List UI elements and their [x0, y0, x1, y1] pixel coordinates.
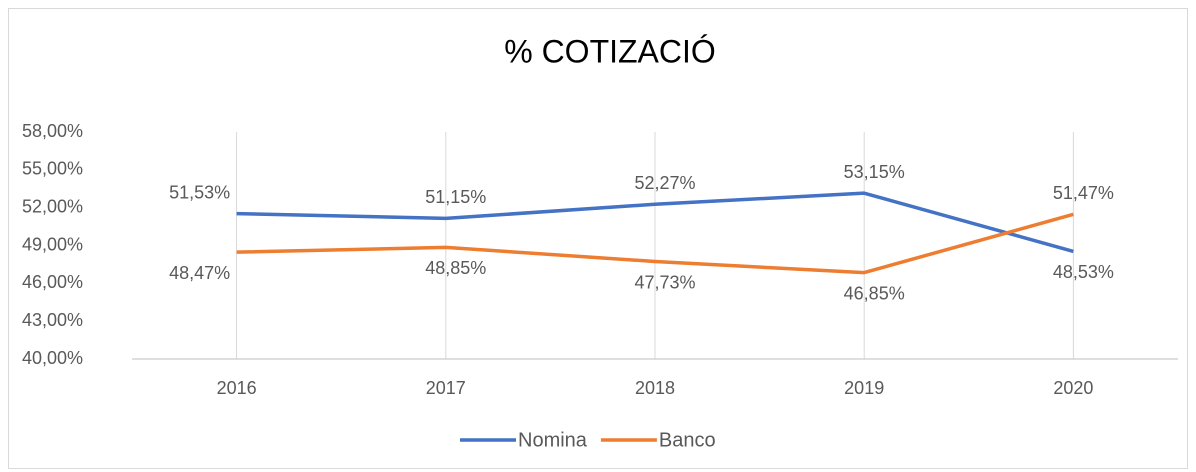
data-label: 52,27% [634, 173, 695, 193]
data-label: 48,85% [425, 258, 486, 278]
line-series [236, 212, 1074, 275]
data-label: 47,73% [634, 272, 695, 292]
data-label: 51,15% [425, 187, 486, 207]
line-series [236, 191, 1074, 254]
y-tick-label: 58,00% [22, 121, 83, 141]
chart-border [8, 8, 1188, 469]
y-tick-label: 40,00% [22, 348, 83, 368]
x-tick-label: 2018 [635, 378, 675, 398]
data-label: 48,53% [1053, 262, 1114, 282]
y-tick-label: 55,00% [22, 159, 83, 179]
x-tick-label: 2020 [1053, 378, 1093, 398]
legend-label: Nomina [518, 429, 588, 451]
data-label: 51,47% [1053, 183, 1114, 203]
data-label: 53,15% [844, 162, 905, 182]
y-tick-label: 46,00% [22, 272, 83, 292]
data-label: 46,85% [844, 283, 905, 303]
legend-label: Banco [659, 429, 716, 451]
x-tick-label: 2017 [426, 378, 466, 398]
x-tick-label: 2019 [844, 378, 884, 398]
y-tick-label: 52,00% [22, 196, 83, 216]
data-label: 48,47% [169, 263, 230, 283]
x-tick-label: 2016 [217, 378, 257, 398]
data-label: 51,53% [169, 182, 230, 202]
y-tick-label: 43,00% [22, 310, 83, 330]
y-tick-label: 49,00% [22, 234, 83, 254]
chart-title: % COTIZACIÓ [504, 33, 716, 69]
